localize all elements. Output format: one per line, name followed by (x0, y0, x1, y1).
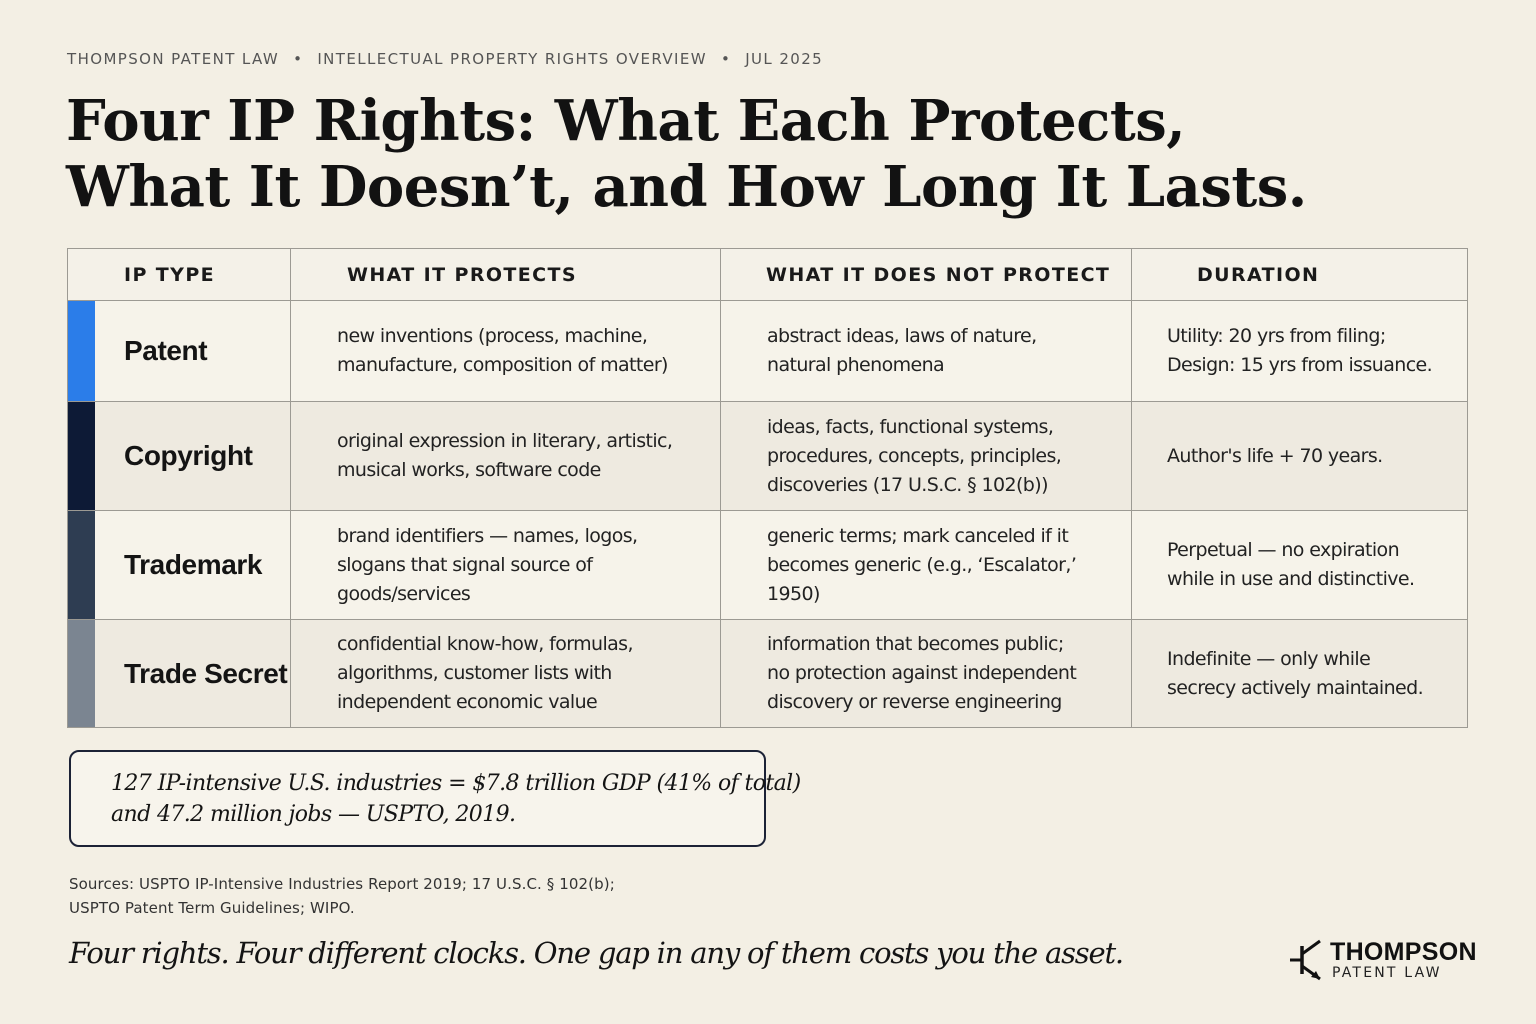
cell-line: while in use and distinctive. (1167, 568, 1415, 590)
kicker-firm: THOMPSON PATENT LAW (67, 50, 280, 68)
protects-cell: original expression in literary, artisti… (290, 401, 721, 511)
cell-line: brand identifiers — names, logos, (337, 524, 638, 547)
cell-line: goods/services (337, 582, 471, 605)
callout-line-1: 127 IP-intensive U.S. industries = $7.8 … (111, 771, 801, 796)
ip-type-cell: Trade Secret (67, 619, 291, 728)
cell-line: secrecy actively maintained. (1167, 676, 1424, 699)
cell-line: Author's life + 70 years. (1167, 444, 1383, 467)
ip-type-name: Trademark (124, 549, 263, 580)
duration-cell: Perpetual — no expiration while in use an… (1131, 510, 1468, 620)
cell-line: procedures, concepts, principles, (767, 444, 1062, 467)
cell-line: 1950) (767, 582, 820, 605)
page-title: Four IP Rights: What Each Protects, What… (66, 88, 1366, 220)
ip-type-name: Trade Secret (124, 657, 288, 689)
type-color-bar (68, 620, 95, 727)
sources-note: Sources: USPTO IP-Intensive Industries R… (69, 872, 615, 920)
kicker-separator: • (293, 50, 304, 68)
thompson-logo: THOMPSON PATENT LAW (1290, 936, 1490, 986)
ip-rights-table: IP TYPE WHAT IT PROTECTS WHAT IT DOES NO… (67, 248, 1468, 728)
cell-line: generic terms; mark canceled if it (767, 524, 1069, 547)
cell-line: information that becomes public; (767, 633, 1064, 655)
duration-cell: Indefinite — only while secrecy actively … (1131, 619, 1468, 728)
table-row: Trademark brand identifiers — names, logo… (67, 510, 1468, 620)
cell-line: becomes generic (e.g., ‘Escalator,’ (767, 553, 1077, 576)
table-header-row: IP TYPE WHAT IT PROTECTS WHAT IT DOES NO… (67, 248, 1468, 301)
not-protect-cell: abstract ideas, laws of nature, natural p… (720, 300, 1132, 402)
cell-line: no protection against independent (767, 662, 1077, 684)
logo-subtitle: PATENT LAW (1332, 965, 1442, 981)
cell-line: algorithms, customer lists with (337, 662, 612, 684)
logo-name: THOMPSON (1330, 938, 1477, 966)
not-protect-cell: information that becomes public; no prote… (720, 619, 1132, 728)
table-row: Patent new inventions (process, machine, m… (67, 300, 1468, 402)
tagline: Four rights. Four different clocks. One … (69, 936, 1124, 970)
ip-type-cell: Trademark (67, 510, 291, 620)
duration-cell: Utility: 20 yrs from filing; Design: 15 y… (1131, 300, 1468, 402)
transistor-logo-icon (1290, 939, 1321, 981)
protects-cell: new inventions (process, machine, manufac… (290, 300, 721, 402)
table-row: Copyright original expression in literary… (67, 401, 1468, 511)
not-protect-cell: ideas, facts, functional systems, procedu… (720, 401, 1132, 511)
statistic-callout: 127 IP-intensive U.S. industries = $7.8 … (69, 750, 801, 847)
kicker-separator: • (720, 50, 732, 68)
ip-type-cell: Patent (67, 300, 291, 402)
cell-line: ideas, facts, functional systems, (767, 415, 1054, 438)
column-header-duration: DURATION (1131, 248, 1468, 301)
kicker-topic: INTELLECTUAL PROPERTY RIGHTS OVERVIEW (317, 50, 707, 68)
ip-type-name: Patent (124, 335, 208, 366)
cell-line: confidential know-how, formulas, (337, 633, 634, 655)
cell-line: manufacture, composition of matter) (337, 354, 668, 376)
cell-line: Indefinite — only while (1167, 647, 1371, 670)
callout-line-2: and 47.2 million jobs — USPTO, 2019. (111, 802, 516, 827)
cell-line: discoveries (17 U.S.C. § 102(b)) (767, 473, 1048, 496)
sources-line-2: USPTO Patent Term Guidelines; WIPO. (69, 899, 355, 917)
type-color-bar (68, 511, 95, 619)
cell-line: Utility: 20 yrs from filing; (1167, 325, 1386, 347)
cell-line: discovery or reverse engineering (767, 691, 1062, 713)
type-color-bar (68, 301, 95, 401)
protects-cell: brand identifiers — names, logos, slogans… (290, 510, 721, 620)
duration-cell: Author's life + 70 years. (1131, 401, 1468, 511)
cell-line: abstract ideas, laws of nature, (767, 325, 1037, 347)
cell-line: Perpetual — no expiration (1167, 539, 1400, 561)
column-header-ip-type: IP TYPE (67, 248, 291, 301)
column-header-protects: WHAT IT PROTECTS (290, 248, 721, 301)
ip-type-name: Copyright (124, 440, 253, 471)
table-row: Trade Secret confidential know-how, formu… (67, 619, 1468, 728)
cell-line: slogans that signal source of (337, 553, 593, 576)
ip-type-cell: Copyright (67, 401, 291, 511)
cell-line: independent economic value (337, 691, 598, 713)
cell-line: natural phenomena (767, 354, 945, 376)
type-color-bar (68, 402, 95, 510)
not-protect-cell: generic terms; mark canceled if it become… (720, 510, 1132, 620)
kicker-date: JUL 2025 (745, 50, 824, 68)
cell-line: original expression in literary, artisti… (337, 430, 673, 452)
cell-line: new inventions (process, machine, (337, 325, 648, 347)
column-header-not-protect: WHAT IT DOES NOT PROTECT (720, 248, 1132, 301)
protects-cell: confidential know-how, formulas, algorith… (290, 619, 721, 728)
cell-line: musical works, software code (337, 459, 601, 481)
cell-line: Design: 15 yrs from issuance. (1167, 354, 1433, 376)
sources-line-1: Sources: USPTO IP-Intensive Industries R… (69, 875, 615, 893)
title-line-2: What It Doesn’t, and How Long It Lasts. (66, 154, 1307, 220)
title-line-1: Four IP Rights: What Each Protects, (66, 88, 1186, 154)
header-kicker: THOMPSON PATENT LAW • INTELLECTUAL PROPERT… (67, 50, 823, 68)
